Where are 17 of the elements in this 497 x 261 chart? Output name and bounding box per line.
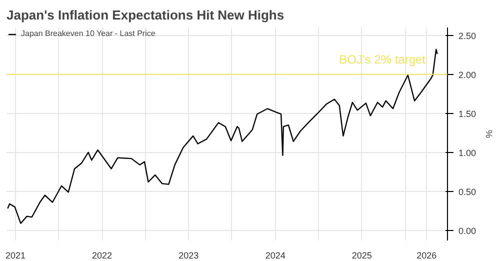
x-tick-label: 2022 [92,250,112,260]
ref-line-label: BOJ's 2% target [339,52,426,66]
x-tick-label: 2023 [178,250,199,260]
y-tick-label: 1.50 [458,108,476,119]
y-axis-title: % [484,130,494,138]
y-tick-label: 2.50 [458,30,476,41]
x-tick-label: 2026 [416,250,437,260]
y-tick-label: 1.00 [458,148,476,158]
chart-title: Japan's Inflation Expectations Hit New Highs [6,8,284,22]
x-tick-label: 2025 [352,250,372,260]
x-tick-label: 2021 [6,250,26,260]
legend-label: Japan Breakeven 10 Year - Last Price [21,29,156,38]
y-tick-label: 2.00 [458,70,476,80]
x-tick-label: 2024 [265,250,286,260]
y-tick-label: 0.00 [458,226,476,236]
line-series [7,48,438,224]
y-tick-label: 0.50 [458,186,476,197]
